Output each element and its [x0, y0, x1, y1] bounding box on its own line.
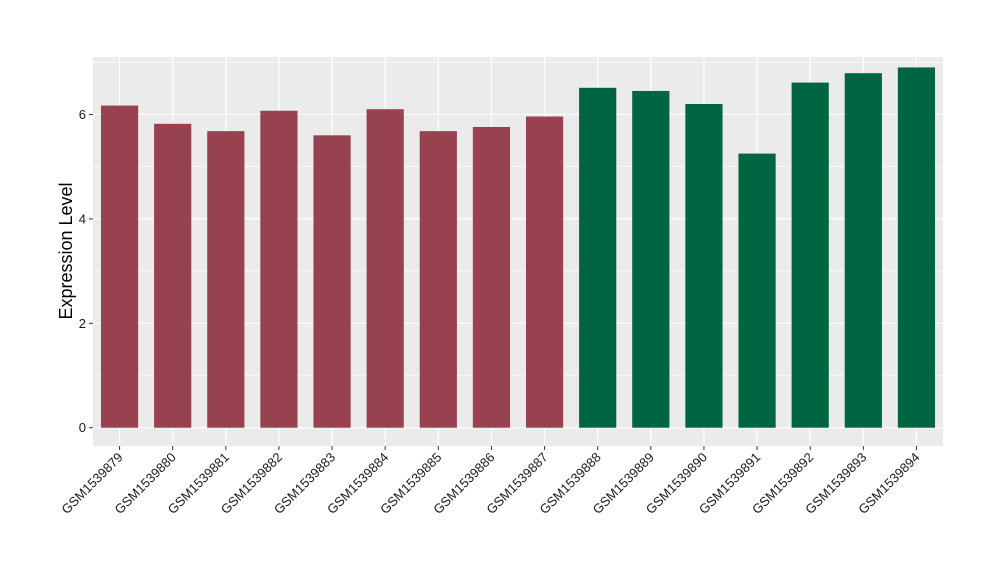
y-axis: 0 2 4 6 [79, 107, 93, 435]
bar-GSM1539887 [525, 116, 564, 428]
bar-GSM1539884 [366, 109, 404, 428]
bar-GSM1539894 [897, 67, 936, 428]
y-tick-label: 2 [79, 316, 86, 331]
bars [100, 67, 936, 428]
bar-GSM1539881 [207, 131, 245, 428]
bar-GSM1539883 [313, 135, 351, 428]
y-tick-label: 0 [79, 420, 86, 435]
bar-GSM1539879 [100, 105, 139, 428]
y-axis-title: Expression Level [56, 182, 76, 319]
y-tick-label: 4 [79, 211, 86, 226]
bar-GSM1539888 [579, 87, 617, 428]
bar-GSM1539886 [472, 126, 511, 428]
bar-GSM1539892 [791, 82, 829, 428]
x-axis: GSM1539879GSM1539880GSM1539881GSM1539882… [58, 446, 923, 517]
y-tick-label: 6 [79, 107, 86, 122]
bar-GSM1539889 [632, 90, 670, 428]
bar-GSM1539891 [738, 153, 776, 428]
bar-GSM1539882 [260, 110, 298, 428]
bar-GSM1539890 [685, 103, 723, 428]
bar-GSM1539893 [844, 73, 882, 428]
bar-GSM1539885 [419, 131, 457, 428]
bar-GSM1539880 [154, 123, 192, 428]
